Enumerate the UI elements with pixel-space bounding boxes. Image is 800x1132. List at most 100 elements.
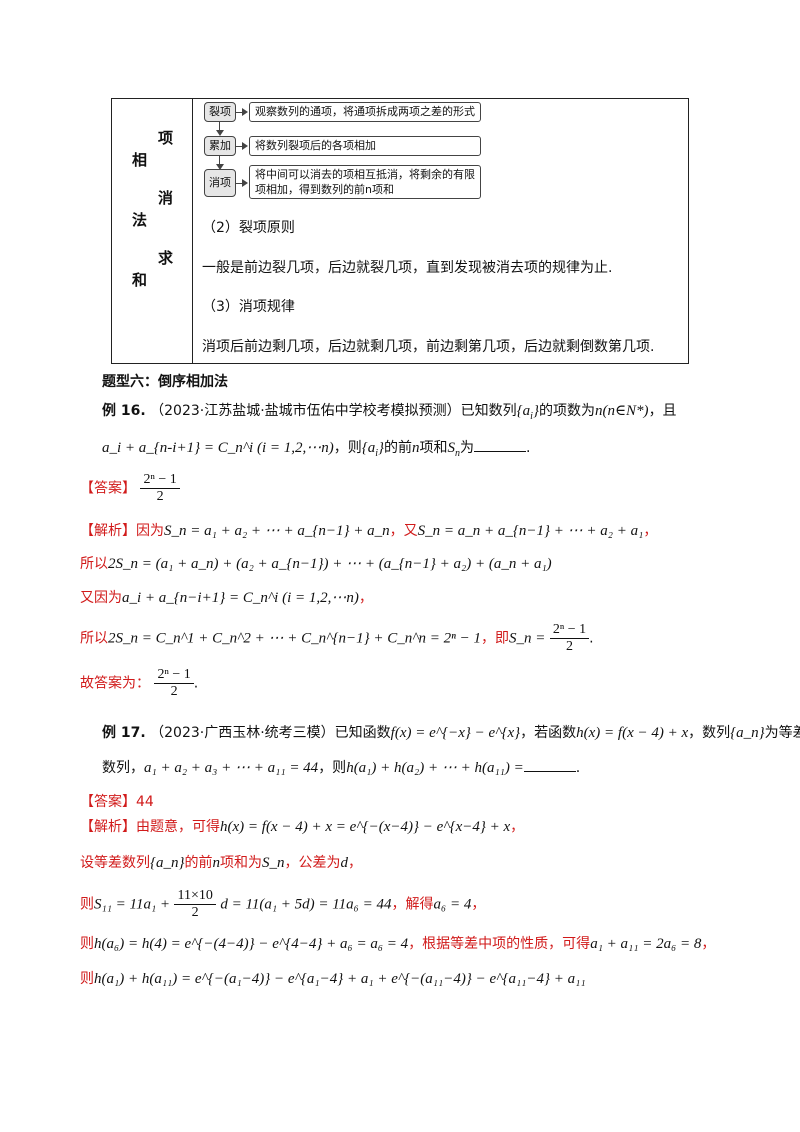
table-char-qiu: 求 bbox=[158, 249, 174, 267]
ex16-analysis-line4: 所以2S_n = C_n^1 + C_n^2 + ⋯ + C_n^{n−1} +… bbox=[80, 622, 594, 655]
flow-desc-split: 观察数列的通项，将通项拆成两项之差的形式 bbox=[249, 102, 481, 122]
flow-desc-cancel-line2: 项相加，得到数列的前n项和 bbox=[255, 183, 394, 196]
ex16-sn-forward: S_n = a₁ + a₂ + ⋯ + a_{n−1} + a_n bbox=[164, 523, 390, 539]
rule-title: （3）消项规律 bbox=[202, 299, 295, 315]
flow-desc-cancel-line1: 将中间可以消去的项相互抵消，将剩余的有限 bbox=[255, 168, 475, 181]
section-title: 题型六：倒序相加法 bbox=[102, 374, 228, 390]
ex17-answer: 【答案】44 bbox=[80, 791, 154, 811]
ex16-seq: {ai} bbox=[516, 403, 539, 422]
ex17-analysis-line1: 【解析】由题意，可得h(x) = f(x − 4) + x = e^{−(x−4… bbox=[80, 819, 525, 835]
ex17-label: 例 17. bbox=[102, 725, 146, 741]
ex17-answer-blank[interactable] bbox=[523, 771, 576, 772]
analysis-text: 故答案为： bbox=[80, 675, 150, 692]
table-char-xiang: 相 bbox=[132, 151, 148, 169]
flow-step-split: 裂项 bbox=[204, 102, 236, 122]
ex16-answer-tag: 【答案】 bbox=[80, 480, 136, 497]
flow-arrow-down bbox=[216, 130, 224, 136]
ex17-s11-rhs: d = 11(a₁ + 5d) = 11a₆ = 44 bbox=[220, 896, 392, 913]
ex16-sn: Sn bbox=[447, 440, 461, 459]
ex17-sum-condition: a₁ + a₂ + a₃ + ⋯ + a₁₁ = 44 bbox=[144, 760, 319, 776]
question-text: 数列， bbox=[102, 760, 144, 776]
question-text: ，数列 bbox=[688, 725, 731, 741]
ex16-analysis-line3: 又因为a_i + a_{n−i+1} = C_n^i (i = 1,2,⋯n)， bbox=[80, 590, 373, 606]
ex17-n: n bbox=[212, 855, 221, 871]
ex17-h-def: h(x) = f(x − 4) + x bbox=[576, 725, 689, 741]
analysis-text: 所以 bbox=[80, 556, 108, 572]
table-char-xiang2: 项 bbox=[158, 129, 174, 147]
ex16-binomial-sum: 2S_n = C_n^1 + C_n^2 + ⋯ + C_n^{n−1} + C… bbox=[108, 630, 482, 647]
principle-title: （2）裂项原则 bbox=[202, 220, 295, 236]
ex16-n: n bbox=[412, 440, 420, 456]
ex16-question-line2: a_i + a_{n-i+1} = C_n^i (i = 1,2,⋯n)，则{a… bbox=[102, 440, 531, 459]
principle-text: 一般是前边裂几项，后边就裂几项，直到发现被消去项的规律为止. bbox=[202, 260, 613, 276]
table-char-he: 和 bbox=[132, 271, 148, 289]
ex16-answer-blank[interactable] bbox=[474, 451, 527, 452]
ex16-count: 的项数为 bbox=[538, 403, 595, 419]
analysis-text: ，又 bbox=[389, 523, 418, 539]
flow-step-cancel: 消项 bbox=[204, 169, 236, 197]
flow-arrow-down bbox=[216, 164, 224, 170]
analysis-text: 则 bbox=[80, 896, 94, 913]
question-text: ，若函数 bbox=[520, 725, 577, 741]
ex16-sum: 项和 bbox=[419, 440, 448, 456]
flow-arrow-right bbox=[242, 179, 248, 187]
ex16-wei: 为 bbox=[460, 440, 475, 456]
ex17-analysis-line3: 则S₁₁ = 11a₁ + 11×10 2 d = 11(a₁ + 5d) = 1… bbox=[80, 888, 486, 920]
table-char-xiao: 消 bbox=[158, 189, 174, 207]
ex17-h-expanded: h(x) = f(x − 4) + x = e^{−(x−4)} − e^{x−… bbox=[220, 819, 511, 835]
ex16-analysis-line1: 【解析】因为S_n = a₁ + a₂ + ⋯ + a_{n−1} + a_n，… bbox=[80, 523, 658, 539]
ex16-then: ，则 bbox=[333, 440, 362, 456]
flow-desc-accumulate: 将数列裂项后的各项相加 bbox=[249, 136, 481, 156]
table-char-fa: 法 bbox=[132, 211, 148, 229]
analysis-text: 又因为 bbox=[80, 590, 122, 606]
analysis-text: ，根据等差中项的性质，可得 bbox=[408, 936, 591, 952]
flow-arrow-right bbox=[242, 108, 248, 116]
ex16-count-val: n(n∈N*) bbox=[594, 403, 649, 419]
ex17-sn: S_n bbox=[262, 855, 285, 871]
ex16-first: 的前 bbox=[384, 440, 413, 456]
ex16-sn-lhs: S_n = bbox=[509, 630, 546, 647]
analysis-text: 的前 bbox=[184, 855, 213, 871]
ex17-analysis-line5: 则h(a₁) + h(a₁₁) = e^{−(a₁−4)} − e^{a₁−4}… bbox=[80, 968, 586, 988]
ex16-analysis-line2: 所以2S_n = (a₁ + a_n) + (a₂ + a_{n−1}) + ⋯… bbox=[80, 553, 552, 573]
ex17-question-line2: 数列，a₁ + a₂ + a₃ + ⋯ + a₁₁ = 44，则h(a₁) + … bbox=[102, 760, 581, 776]
ex17-h-a6: h(a₆) = h(4) = e^{−(4−4)} − e^{4−4} + a₆… bbox=[94, 936, 409, 952]
flow-connector bbox=[236, 112, 244, 114]
ex17-seq: {a_n} bbox=[730, 725, 765, 741]
ex17-h-a1-plus-h-a11: h(a₁) + h(a₁₁) = e^{−(a₁−4)} − e^{a₁−4} … bbox=[94, 971, 586, 987]
ex16-label: 例 16. bbox=[102, 403, 146, 419]
ex16-2sn-pairs: 2S_n = (a₁ + a_n) + (a₂ + a_{n−1}) + ⋯ +… bbox=[108, 556, 552, 572]
ex17-seq2: {a_n} bbox=[150, 855, 185, 871]
ex17-source: （2023·广西玉林·统考三模）已知函数 bbox=[150, 725, 391, 741]
analysis-text: 设等差数列 bbox=[80, 855, 150, 871]
ex16-analysis-tag: 【解析】 bbox=[80, 523, 136, 539]
ex17-analysis-tag: 【解析】 bbox=[80, 819, 136, 835]
analysis-text: ，解得 bbox=[391, 896, 434, 913]
ex17-question-line1: 例 17. （2023·广西玉林·统考三模）已知函数f(x) = e^{−x} … bbox=[102, 722, 800, 742]
ex17-analysis-line4: 则h(a₆) = h(4) = e^{−(4−4)} − e^{4−4} + a… bbox=[80, 936, 716, 952]
ex16-condition: a_i + a_{n-i+1} = C_n^i (i = 1,2,⋯n) bbox=[102, 440, 334, 456]
analysis-text: ，公差为 bbox=[284, 855, 341, 871]
analysis-text: 则 bbox=[80, 936, 94, 952]
ex17-answer-value: 44 bbox=[136, 794, 154, 810]
ex17-analysis-line2: 设等差数列{a_n}的前n项和为S_n，公差为d， bbox=[80, 855, 362, 871]
ex17-answer-tag: 【答案】 bbox=[80, 794, 136, 810]
analysis-text: 由题意，可得 bbox=[136, 819, 220, 835]
analysis-text: 项和为 bbox=[220, 855, 262, 871]
ex17-h-sum: h(a₁) + h(a₂) + ⋯ + h(a₁₁) = bbox=[346, 760, 524, 776]
rule-text: 消项后前边剩几项，后边就剩几项，前边剩第几项，后边就剩倒数第几项. bbox=[202, 339, 655, 355]
ex16-and: ，且 bbox=[648, 403, 677, 419]
flow-arrow-right bbox=[242, 142, 248, 150]
analysis-text: 因为 bbox=[136, 523, 164, 539]
analysis-text: ，即 bbox=[481, 630, 510, 647]
ex17-f-def: f(x) = e^{−x} − e^{x} bbox=[390, 725, 521, 741]
analysis-text: 则 bbox=[80, 971, 94, 987]
method-table: 相 法 和 项 消 求 裂项 观察数列的通项，将通项拆成两项之差的形式 累加 将… bbox=[111, 98, 689, 364]
flow-desc-cancel: 将中间可以消去的项相互抵消，将剩余的有限 项相加，得到数列的前n项和 bbox=[249, 165, 481, 199]
ex16-seq2: {ai} bbox=[361, 440, 385, 459]
